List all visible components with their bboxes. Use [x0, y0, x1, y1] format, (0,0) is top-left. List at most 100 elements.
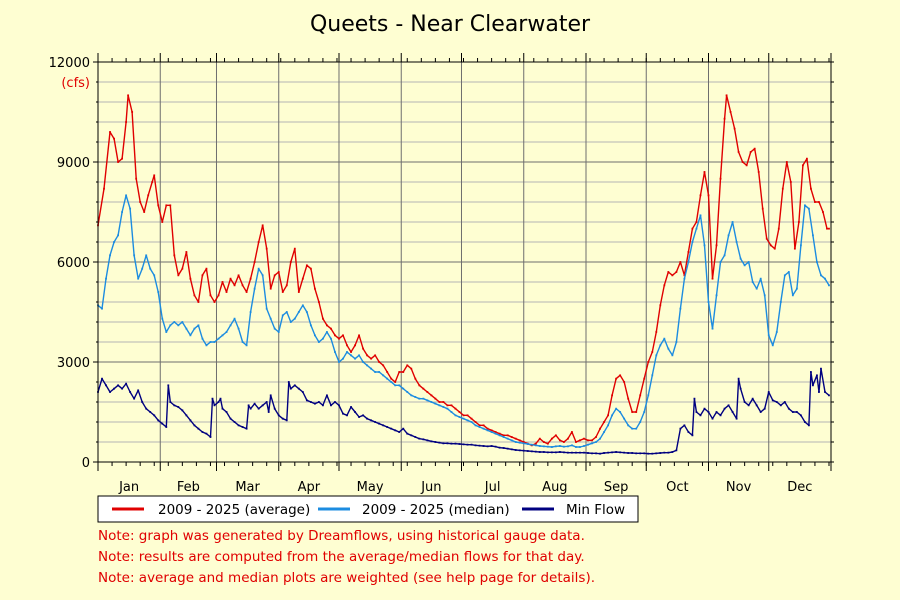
data-point [418, 397, 421, 400]
x-tick-label-oct: Oct [666, 480, 688, 495]
data-point [362, 414, 364, 417]
data-point [446, 404, 449, 407]
y-axis-unit-label: (cfs) [61, 76, 90, 91]
data-point [386, 377, 389, 380]
data-point [639, 452, 642, 455]
data-point [209, 341, 212, 343]
data-point [446, 407, 449, 410]
data-point [297, 291, 300, 293]
data-point [165, 426, 168, 428]
data-point [261, 274, 264, 277]
data-point [731, 221, 734, 223]
data-point [109, 131, 111, 133]
data-point [727, 234, 730, 237]
data-point [482, 445, 485, 447]
data-point [438, 401, 441, 403]
data-point [749, 151, 752, 153]
data-point [671, 274, 674, 277]
data-point [334, 334, 336, 337]
data-point [225, 331, 228, 333]
data-point [422, 438, 425, 441]
data-point [693, 397, 696, 400]
data-point [671, 451, 674, 453]
data-point [514, 449, 517, 451]
data-point [382, 424, 385, 427]
data-point [342, 357, 344, 360]
data-point [494, 445, 497, 448]
data-point [257, 241, 260, 243]
data-point [631, 411, 634, 413]
data-point [659, 344, 662, 347]
data-point [181, 409, 184, 412]
data-point [446, 442, 449, 445]
data-point [366, 354, 369, 357]
data-point [812, 384, 814, 387]
data-point [795, 411, 798, 413]
data-point [197, 427, 200, 430]
data-point [663, 284, 666, 287]
x-tick-label-dec: Dec [787, 480, 812, 495]
data-point [125, 194, 128, 197]
data-point [330, 327, 332, 330]
data-point [267, 411, 270, 413]
data-point [810, 187, 812, 190]
x-tick-label-jun: Jun [420, 480, 441, 495]
data-point [342, 412, 344, 415]
data-point [229, 277, 232, 280]
data-point [470, 417, 473, 420]
data-point [237, 274, 240, 277]
data-point [133, 254, 136, 257]
data-point [426, 439, 429, 442]
data-point [211, 397, 214, 400]
data-point [342, 334, 344, 337]
data-point [777, 227, 780, 230]
data-point [434, 397, 437, 400]
data-point [615, 407, 618, 410]
data-point [281, 314, 284, 317]
data-point [153, 174, 156, 177]
plot-frame [97, 61, 832, 463]
data-point [149, 267, 152, 270]
data-point [522, 449, 525, 452]
data-point [530, 450, 533, 453]
data-point [663, 337, 666, 340]
data-point [362, 347, 364, 350]
data-point [530, 443, 533, 446]
data-point [173, 404, 176, 407]
data-point [285, 419, 288, 422]
data-point [309, 324, 312, 327]
legend-label: 2009 - 2025 (median) [362, 502, 510, 518]
data-point [374, 421, 377, 423]
data-point [534, 444, 537, 447]
data-point [510, 439, 513, 442]
data-point [550, 446, 553, 448]
data-point [147, 194, 150, 197]
data-point [193, 424, 196, 427]
data-point [707, 301, 710, 303]
data-point [683, 274, 686, 277]
x-tick-label-sep: Sep [604, 480, 629, 495]
data-point [217, 294, 220, 297]
data-point [313, 334, 316, 337]
data-point [675, 449, 678, 452]
data-point [322, 317, 324, 320]
data-point [767, 391, 770, 393]
data-point [583, 437, 585, 440]
data-point [635, 452, 638, 455]
data-point [410, 367, 413, 370]
data-point [458, 411, 461, 413]
data-point [161, 422, 164, 425]
data-point [318, 401, 320, 403]
data-point [763, 407, 766, 410]
data-point [398, 384, 401, 387]
data-point [117, 384, 119, 387]
data-point [390, 427, 393, 430]
data-point [643, 377, 646, 380]
data-point [526, 450, 529, 452]
data-point [213, 404, 216, 407]
data-point [729, 111, 732, 113]
data-point [803, 204, 806, 207]
data-point [334, 401, 336, 403]
data-point [679, 261, 682, 263]
data-point [165, 331, 168, 333]
